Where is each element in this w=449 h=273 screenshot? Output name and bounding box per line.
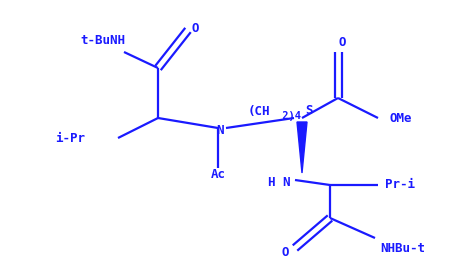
Text: O: O	[338, 35, 346, 49]
Text: OMe: OMe	[390, 111, 413, 124]
Text: O: O	[192, 22, 199, 34]
Text: Ac: Ac	[211, 168, 225, 182]
Text: NHBu-t: NHBu-t	[380, 242, 425, 254]
Text: H N: H N	[268, 176, 291, 188]
Text: O: O	[282, 245, 290, 259]
Text: (CH: (CH	[248, 105, 270, 118]
Text: S: S	[305, 103, 313, 117]
Polygon shape	[297, 122, 307, 173]
Text: Pr-i: Pr-i	[385, 177, 415, 191]
Text: i-Pr: i-Pr	[55, 132, 85, 144]
Text: N: N	[216, 123, 224, 136]
Text: t-BuNH: t-BuNH	[80, 34, 125, 46]
Text: 2)4: 2)4	[276, 111, 301, 121]
